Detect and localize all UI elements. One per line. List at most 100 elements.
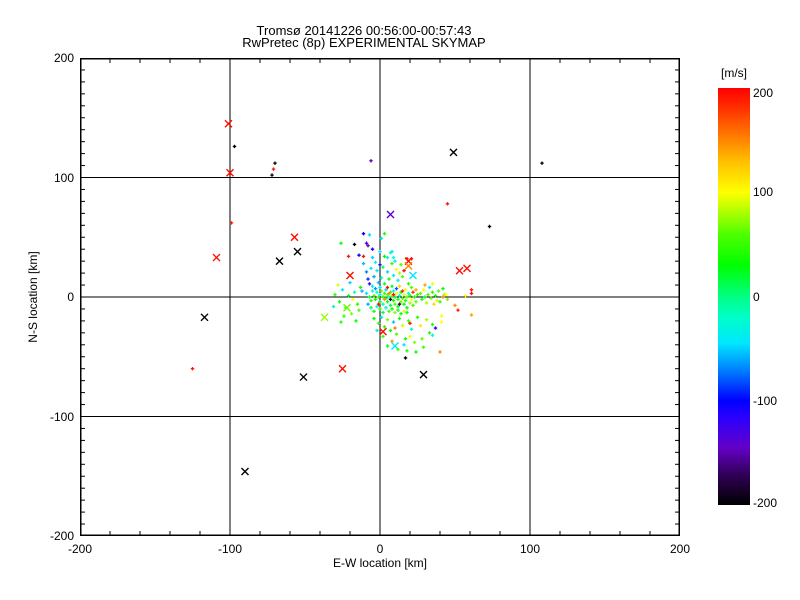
data-point	[394, 291, 399, 296]
data-point-cross	[290, 233, 299, 242]
data-point	[453, 303, 457, 308]
data-point	[387, 309, 391, 314]
data-point	[384, 306, 388, 310]
y-tick-label: 0	[67, 290, 74, 304]
data-point	[387, 291, 391, 296]
data-point	[396, 297, 400, 302]
data-point	[390, 284, 394, 288]
data-point	[382, 297, 387, 302]
data-point	[399, 312, 403, 316]
data-point	[399, 263, 403, 267]
data-point-cross	[379, 327, 387, 336]
data-point	[378, 285, 382, 290]
data-point	[369, 159, 373, 163]
data-point	[414, 300, 418, 304]
data-point-cross	[320, 313, 329, 322]
data-point	[340, 288, 345, 292]
data-point	[376, 321, 381, 325]
data-point	[439, 320, 444, 324]
data-point	[414, 350, 418, 354]
data-point	[366, 302, 370, 306]
data-point	[381, 295, 385, 299]
data-point-cross	[419, 370, 428, 379]
data-point	[469, 288, 474, 292]
data-point	[397, 284, 402, 288]
data-point	[423, 283, 427, 287]
data-point	[408, 334, 412, 339]
data-point	[378, 249, 382, 254]
data-point	[400, 274, 405, 279]
data-point	[439, 314, 444, 318]
data-point	[388, 328, 393, 333]
data-point	[385, 300, 390, 304]
data-point	[376, 295, 381, 299]
data-point	[394, 286, 399, 291]
data-point	[352, 242, 357, 247]
data-point	[409, 257, 414, 261]
data-point	[397, 316, 402, 321]
data-point	[379, 315, 384, 320]
x-axis-title: E-W location [km]	[332, 556, 428, 570]
data-point	[352, 290, 357, 294]
colorbar-tick-label: 100	[753, 185, 774, 200]
data-point	[400, 323, 405, 328]
data-point	[403, 356, 408, 360]
x-tick-label: 200	[669, 542, 691, 556]
data-point	[378, 300, 382, 304]
data-point	[391, 298, 396, 303]
data-point	[430, 322, 435, 327]
data-point	[397, 302, 402, 306]
colorbar-unit-label: [m/s]	[721, 66, 747, 80]
data-point	[361, 261, 366, 266]
data-point	[456, 308, 460, 312]
data-point	[403, 337, 408, 341]
data-point	[364, 270, 369, 274]
data-point	[379, 276, 384, 280]
data-point	[409, 327, 414, 331]
data-point	[406, 291, 411, 296]
data-point	[364, 291, 369, 296]
data-point	[351, 297, 355, 302]
data-point	[384, 288, 388, 292]
data-point	[408, 321, 412, 325]
data-point	[333, 292, 337, 297]
data-point	[376, 302, 381, 306]
data-point	[396, 278, 400, 282]
data-point	[426, 292, 430, 297]
colorbar-gradient	[718, 88, 750, 505]
data-point	[393, 259, 397, 263]
data-point	[396, 347, 400, 352]
data-point	[420, 337, 424, 341]
data-point	[402, 309, 406, 314]
data-point	[414, 288, 418, 292]
data-point	[394, 332, 399, 336]
data-point	[411, 290, 415, 294]
data-point	[270, 173, 274, 177]
data-point-cross	[346, 271, 354, 280]
data-point	[382, 325, 387, 329]
y-tick-label: 200	[53, 51, 74, 65]
data-point	[403, 288, 408, 292]
data-point	[361, 231, 366, 236]
data-point	[375, 269, 379, 273]
colorbar-tick-label: 0	[753, 289, 760, 304]
data-point	[391, 289, 396, 293]
y-tick-label: -200	[49, 529, 74, 543]
data-point	[393, 295, 397, 299]
data-point	[433, 326, 438, 330]
data-point	[391, 320, 396, 324]
data-point	[364, 241, 369, 245]
data-point-cross	[409, 271, 417, 280]
data-point	[346, 294, 351, 298]
data-point	[369, 298, 373, 303]
data-point-cross	[226, 168, 234, 177]
data-point	[418, 291, 423, 296]
data-point	[444, 292, 448, 297]
colorbar-tick-label: -100	[753, 393, 778, 408]
data-point	[430, 290, 435, 294]
data-point-cross	[338, 364, 347, 373]
data-point	[366, 243, 370, 248]
data-point	[367, 233, 372, 237]
data-point-cross	[212, 253, 221, 262]
data-point	[394, 267, 399, 272]
